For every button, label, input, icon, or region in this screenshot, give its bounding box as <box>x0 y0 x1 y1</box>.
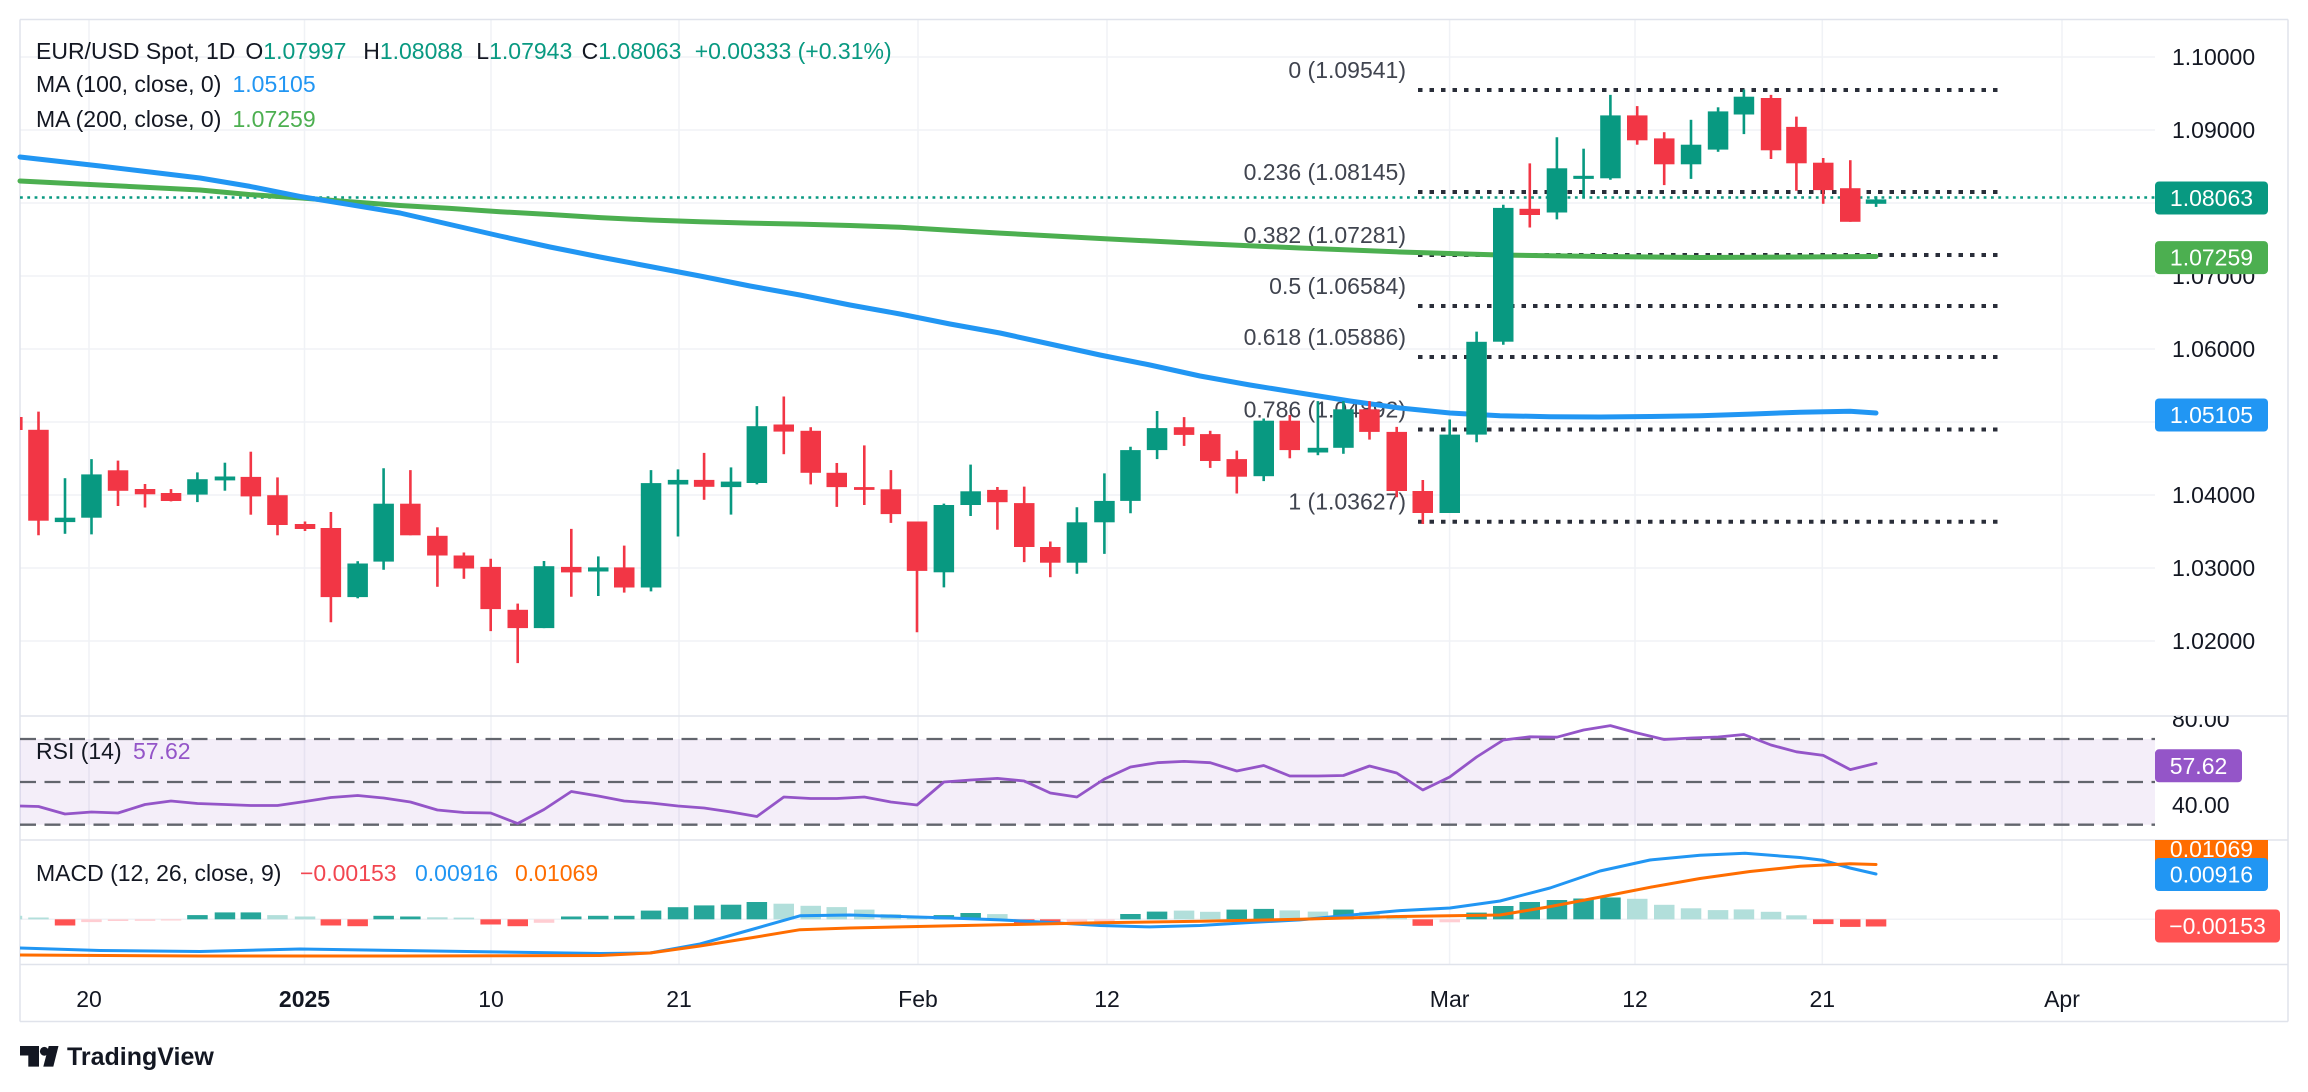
svg-text:2025: 2025 <box>279 986 330 1012</box>
svg-text:MA (100, close, 0)1.05105: MA (100, close, 0) 1.05105 <box>36 71 316 97</box>
svg-text:RSI (14)57.62: RSI (14) 57.62 <box>36 738 191 764</box>
svg-text:MA (200, close, 0)1.07259: MA (200, close, 0) 1.07259 <box>36 106 316 132</box>
svg-text:0 (1.09541): 0 (1.09541) <box>1288 57 1406 83</box>
svg-text:0.382 (1.07281): 0.382 (1.07281) <box>1244 222 1406 248</box>
svg-text:21: 21 <box>1810 986 1836 1012</box>
svg-text:Mar: Mar <box>1430 986 1470 1012</box>
svg-text:1.09000: 1.09000 <box>2172 117 2255 143</box>
svg-text:1.10000: 1.10000 <box>2172 44 2255 70</box>
svg-text:20: 20 <box>76 986 102 1012</box>
svg-text:21: 21 <box>666 986 692 1012</box>
svg-text:1.04000: 1.04000 <box>2172 482 2255 508</box>
svg-text:1.07259: 1.07259 <box>2170 245 2253 271</box>
svg-text:12: 12 <box>1622 986 1648 1012</box>
svg-text:0.618 (1.05886): 0.618 (1.05886) <box>1244 324 1406 350</box>
svg-text:57.62: 57.62 <box>2170 753 2228 779</box>
svg-text:1 (1.03627): 1 (1.03627) <box>1288 489 1406 515</box>
svg-text:TradingView: TradingView <box>67 1043 214 1071</box>
svg-text:1.06000: 1.06000 <box>2172 336 2255 362</box>
svg-text:0.786 (1.04892): 0.786 (1.04892) <box>1244 397 1406 423</box>
svg-text:12: 12 <box>1094 986 1120 1012</box>
svg-text:1.02000: 1.02000 <box>2172 628 2255 654</box>
svg-text:1.08063: 1.08063 <box>2170 185 2253 211</box>
svg-text:1.05105: 1.05105 <box>2170 402 2253 428</box>
svg-text:40.00: 40.00 <box>2172 792 2230 818</box>
svg-text:0.00916: 0.00916 <box>2170 862 2253 888</box>
svg-text:80.00: 80.00 <box>2172 706 2230 732</box>
svg-text:10: 10 <box>478 986 504 1012</box>
svg-text:Feb: Feb <box>898 986 938 1012</box>
svg-text:−0.00153: −0.00153 <box>2169 913 2266 939</box>
svg-text:1.03000: 1.03000 <box>2172 555 2255 581</box>
svg-text:0.5 (1.06584): 0.5 (1.06584) <box>1269 273 1406 299</box>
svg-text:0.236 (1.08145): 0.236 (1.08145) <box>1244 159 1406 185</box>
svg-text:Apr: Apr <box>2044 986 2080 1012</box>
svg-text:0.01069: 0.01069 <box>2170 836 2253 862</box>
